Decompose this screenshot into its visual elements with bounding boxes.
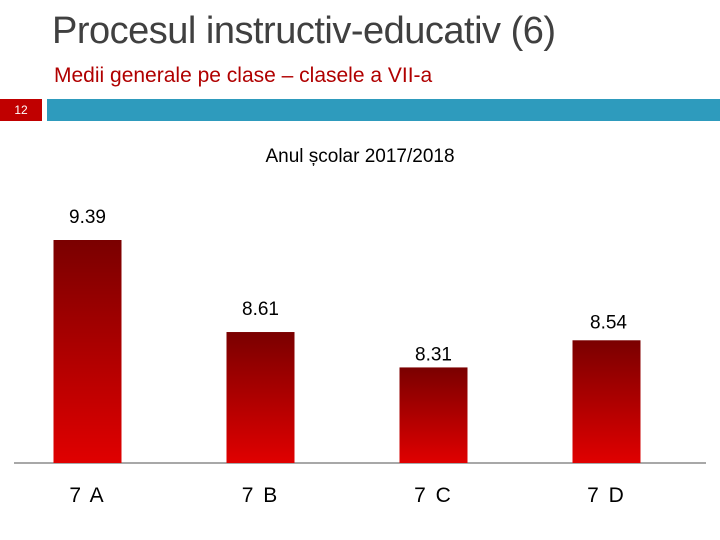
bar-7a [53, 240, 122, 463]
slide-title: Procesul instructiv-educativ (6) [52, 10, 556, 52]
category-label: 7 C [414, 484, 453, 507]
chart-title: Anul școlar 2017/2018 [265, 146, 455, 167]
data-label: 8.54 [590, 312, 627, 333]
category-label: 7 B [242, 484, 280, 507]
bar-7b [226, 332, 295, 463]
slide-subtitle: Medii generale pe clase – clasele a VII-… [54, 64, 433, 87]
bar-7d [572, 340, 641, 463]
accent-bar [47, 99, 720, 121]
data-label: 8.31 [415, 344, 452, 365]
page-number-badge: 12 [0, 99, 42, 121]
category-label: 7 D [587, 484, 626, 507]
data-label: 8.61 [242, 299, 279, 320]
category-label: 7 A [69, 484, 105, 507]
bar-7c [399, 367, 468, 463]
data-label: 9.39 [69, 207, 106, 228]
